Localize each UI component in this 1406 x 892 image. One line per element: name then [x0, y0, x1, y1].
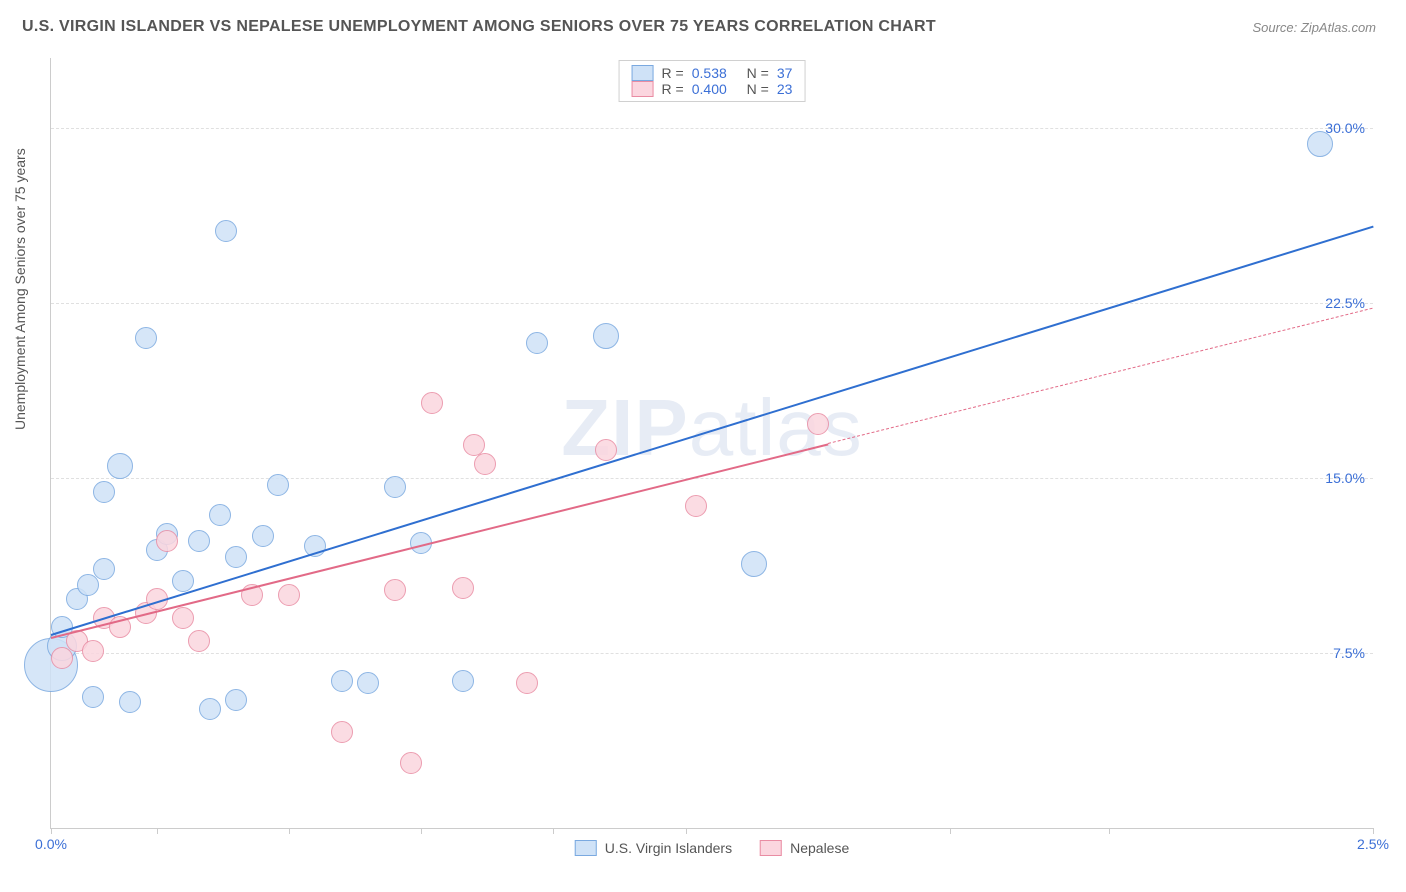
x-tick [686, 828, 687, 834]
x-tick [950, 828, 951, 834]
swatch-series1-bottom [575, 840, 597, 856]
data-point [135, 327, 157, 349]
data-point [107, 453, 133, 479]
data-point [474, 453, 496, 475]
data-point [77, 574, 99, 596]
gridline [51, 128, 1373, 129]
legend-row-series2: R = 0.400 N = 23 [632, 81, 793, 97]
r-value-1: 0.538 [692, 65, 727, 81]
data-point [452, 670, 474, 692]
data-point [1307, 131, 1333, 157]
data-point [807, 413, 829, 435]
y-tick-label: 30.0% [1325, 120, 1365, 136]
data-point [119, 691, 141, 713]
n-label-2: N = [747, 81, 769, 97]
data-point [384, 476, 406, 498]
data-point [51, 647, 73, 669]
data-point [82, 640, 104, 662]
legend-label-2: Nepalese [790, 840, 849, 856]
data-point [384, 579, 406, 601]
x-tick [553, 828, 554, 834]
data-point [225, 689, 247, 711]
correlation-legend: R = 0.538 N = 37 R = 0.400 N = 23 [619, 60, 806, 102]
x-tick [289, 828, 290, 834]
data-point [82, 686, 104, 708]
n-value-2: 23 [777, 81, 793, 97]
data-point [400, 752, 422, 774]
data-point [199, 698, 221, 720]
data-point [172, 607, 194, 629]
r-label-2: R = [662, 81, 684, 97]
data-point [516, 672, 538, 694]
trend-line [51, 226, 1374, 636]
data-point [331, 721, 353, 743]
data-point [209, 504, 231, 526]
data-point [215, 220, 237, 242]
swatch-series2 [632, 81, 654, 97]
gridline [51, 653, 1373, 654]
y-tick-label: 15.0% [1325, 470, 1365, 486]
data-point [188, 630, 210, 652]
data-point [526, 332, 548, 354]
data-point [593, 323, 619, 349]
data-point [452, 577, 474, 599]
r-label-1: R = [662, 65, 684, 81]
legend-row-series1: R = 0.538 N = 37 [632, 65, 793, 81]
data-point [225, 546, 247, 568]
legend-item-series2: Nepalese [760, 840, 849, 856]
data-point [595, 439, 617, 461]
legend-label-1: U.S. Virgin Islanders [605, 840, 732, 856]
x-tick-label: 2.5% [1357, 836, 1389, 852]
n-value-1: 37 [777, 65, 793, 81]
data-point [93, 481, 115, 503]
data-point [741, 551, 767, 577]
r-value-2: 0.400 [692, 81, 727, 97]
data-point [685, 495, 707, 517]
data-point [357, 672, 379, 694]
gridline [51, 303, 1373, 304]
x-tick [1373, 828, 1374, 834]
x-tick-label: 0.0% [35, 836, 67, 852]
x-tick [421, 828, 422, 834]
legend-item-series1: U.S. Virgin Islanders [575, 840, 732, 856]
swatch-series2-bottom [760, 840, 782, 856]
x-tick [51, 828, 52, 834]
swatch-series1 [632, 65, 654, 81]
y-tick-label: 22.5% [1325, 295, 1365, 311]
data-point [188, 530, 210, 552]
data-point [252, 525, 274, 547]
gridline [51, 478, 1373, 479]
scatter-plot: ZIPatlas R = 0.538 N = 37 R = 0.400 N = … [50, 58, 1373, 829]
data-point [93, 558, 115, 580]
chart-title: U.S. VIRGIN ISLANDER VS NEPALESE UNEMPLO… [22, 18, 936, 36]
y-tick-label: 7.5% [1333, 645, 1365, 661]
data-point [331, 670, 353, 692]
trend-line-extrapolated [828, 308, 1373, 444]
y-axis-label: Unemployment Among Seniors over 75 years [12, 148, 28, 430]
data-point [267, 474, 289, 496]
x-tick [1109, 828, 1110, 834]
data-point [421, 392, 443, 414]
series-legend: U.S. Virgin Islanders Nepalese [575, 840, 850, 856]
x-tick [157, 828, 158, 834]
source-attribution: Source: ZipAtlas.com [1252, 20, 1376, 35]
data-point [278, 584, 300, 606]
data-point [172, 570, 194, 592]
data-point [156, 530, 178, 552]
n-label-1: N = [747, 65, 769, 81]
